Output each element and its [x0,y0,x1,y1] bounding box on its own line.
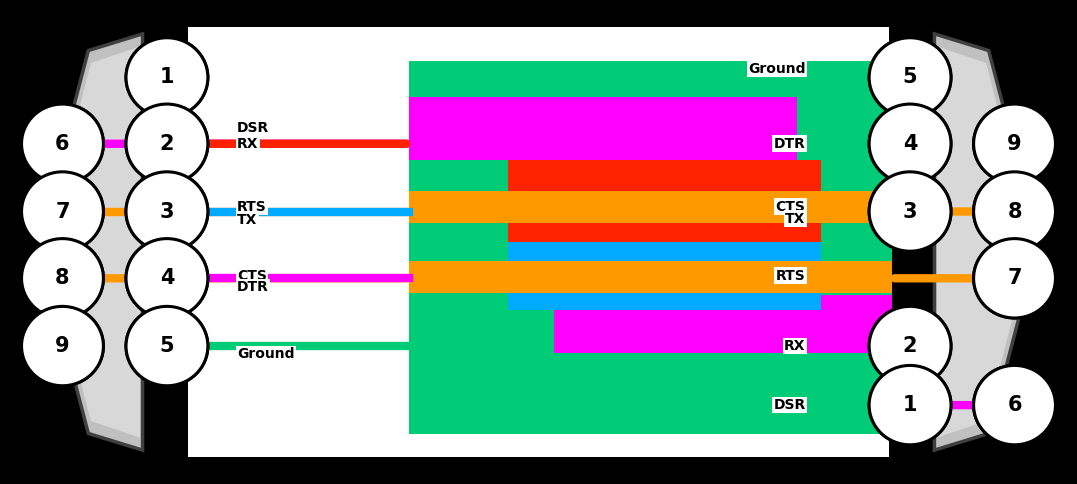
Bar [188,27,889,457]
Ellipse shape [126,104,208,183]
Text: RX: RX [784,339,806,353]
Ellipse shape [974,104,1055,183]
Text: DSR: DSR [237,121,269,135]
Ellipse shape [22,306,103,386]
Bar [508,160,821,242]
Ellipse shape [974,239,1055,318]
Text: CTS: CTS [775,200,806,213]
Text: TX: TX [785,212,806,226]
Text: 8: 8 [1007,201,1022,222]
Text: 1: 1 [159,67,174,88]
Text: 8: 8 [55,268,70,288]
Text: 4: 4 [159,268,174,288]
Text: 3: 3 [159,201,174,222]
Text: 3: 3 [159,201,174,222]
Text: DSR: DSR [773,398,806,412]
Text: Ground: Ground [749,62,806,76]
Text: 4: 4 [903,134,918,154]
Polygon shape [937,46,1032,438]
Ellipse shape [126,38,208,117]
Ellipse shape [869,38,951,117]
Bar [409,61,892,434]
Text: 9: 9 [55,336,70,356]
Ellipse shape [22,239,103,318]
Polygon shape [39,34,142,450]
Ellipse shape [974,365,1055,445]
Text: 9: 9 [1007,134,1022,154]
Text: 6: 6 [55,134,70,154]
Text: 2: 2 [903,336,918,356]
Ellipse shape [869,365,951,445]
Ellipse shape [869,172,951,251]
Text: 9: 9 [1007,134,1022,154]
Ellipse shape [126,172,208,251]
Ellipse shape [869,38,951,117]
Ellipse shape [22,172,103,251]
Text: DTR: DTR [237,280,269,294]
Ellipse shape [22,239,103,318]
Ellipse shape [126,239,208,318]
Text: 6: 6 [1007,395,1022,415]
Text: Ground: Ground [237,348,294,361]
Text: RTS: RTS [775,269,806,283]
Bar [554,295,892,353]
Ellipse shape [869,172,951,251]
Ellipse shape [126,239,208,318]
Text: 1: 1 [159,67,174,88]
Ellipse shape [974,104,1055,183]
Ellipse shape [869,104,951,183]
Text: 1: 1 [903,395,918,415]
Ellipse shape [22,172,103,251]
Text: 2: 2 [903,336,918,356]
Text: 8: 8 [1007,201,1022,222]
Ellipse shape [22,306,103,386]
Text: 7: 7 [1007,268,1022,288]
Text: 8: 8 [55,268,70,288]
Text: 5: 5 [159,336,174,356]
Text: 4: 4 [903,134,918,154]
Ellipse shape [974,365,1055,445]
Bar [409,191,892,223]
Bar [508,242,821,310]
Ellipse shape [22,104,103,183]
Text: 3: 3 [903,201,918,222]
Ellipse shape [974,172,1055,251]
Text: 7: 7 [55,201,70,222]
Text: 6: 6 [1007,395,1022,415]
Text: 9: 9 [55,336,70,356]
Ellipse shape [126,172,208,251]
Text: 6: 6 [55,134,70,154]
Ellipse shape [126,306,208,386]
Text: 2: 2 [159,134,174,154]
Polygon shape [45,46,140,438]
Text: 4: 4 [159,268,174,288]
Text: 5: 5 [903,67,918,88]
Ellipse shape [126,38,208,117]
Ellipse shape [126,104,208,183]
Ellipse shape [22,104,103,183]
Text: RTS: RTS [237,200,267,213]
Text: DTR: DTR [773,137,806,151]
Text: 5: 5 [903,67,918,88]
Ellipse shape [869,306,951,386]
Ellipse shape [869,104,951,183]
Text: 2: 2 [159,134,174,154]
Bar [409,97,797,160]
Polygon shape [935,34,1038,450]
Text: 1: 1 [903,395,918,415]
Ellipse shape [126,306,208,386]
Bar [409,261,892,293]
Text: 5: 5 [159,336,174,356]
Ellipse shape [974,239,1055,318]
Ellipse shape [869,306,951,386]
Text: 7: 7 [1007,268,1022,288]
Ellipse shape [869,365,951,445]
Text: CTS: CTS [237,269,267,283]
Text: 7: 7 [55,201,70,222]
Text: TX: TX [237,213,257,227]
Text: RX: RX [237,137,258,151]
Ellipse shape [974,172,1055,251]
Text: 3: 3 [903,201,918,222]
